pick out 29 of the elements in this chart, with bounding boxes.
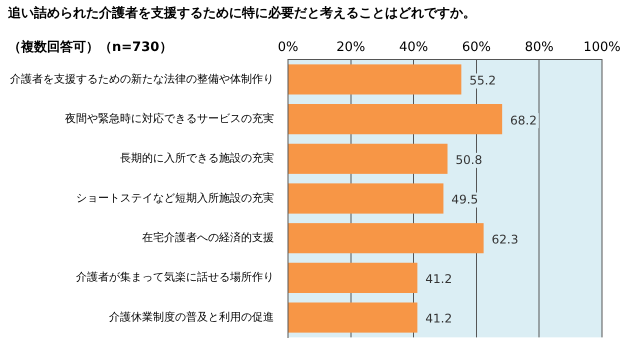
y-tick-label: 在宅介護者への経済的支援 [142,231,274,244]
y-tick-label: ショートステイなど短期入所施設の充実 [76,191,274,204]
bar [288,183,444,214]
x-tick-label: 80% [524,40,554,56]
data-label: 62.3 [492,232,518,246]
x-tick-label: 0% [278,40,298,56]
bar [288,302,418,333]
chart-title: 追い詰められた介護者を支援するために特に必要だと考えることはどれですか。 [8,4,476,22]
y-tick-label: 介護休業制度の普及と利用の促進 [109,310,274,324]
x-tick-label: 40% [399,40,428,56]
bar [288,64,462,95]
data-label: 49.5 [451,192,478,207]
y-tick-label: 介護者が集まって気楽に話せる場所作り [76,270,274,284]
bar [288,262,418,293]
y-tick-label: 介護者を支援するための新たな法律の整備や体制作り [10,72,274,86]
bar [288,144,448,174]
x-tick-label: 100% [583,40,621,56]
y-tick-label: 長期的に入所できる施設の充実 [120,152,274,165]
bar [288,223,484,254]
data-label: 68.2 [510,113,537,128]
data-label: 41.2 [425,312,452,326]
x-tick-label: 60% [462,40,491,56]
data-label: 50.8 [456,152,482,167]
bar [288,104,502,134]
text: （複数回答可）（n=730） [8,38,172,56]
y-tick-label: 夜間や緊急時に対応できるサービスの充実 [65,112,274,125]
x-tick-label: 20% [336,40,366,56]
data-label: 55.2 [469,74,496,88]
data-label: 41.2 [425,272,452,286]
